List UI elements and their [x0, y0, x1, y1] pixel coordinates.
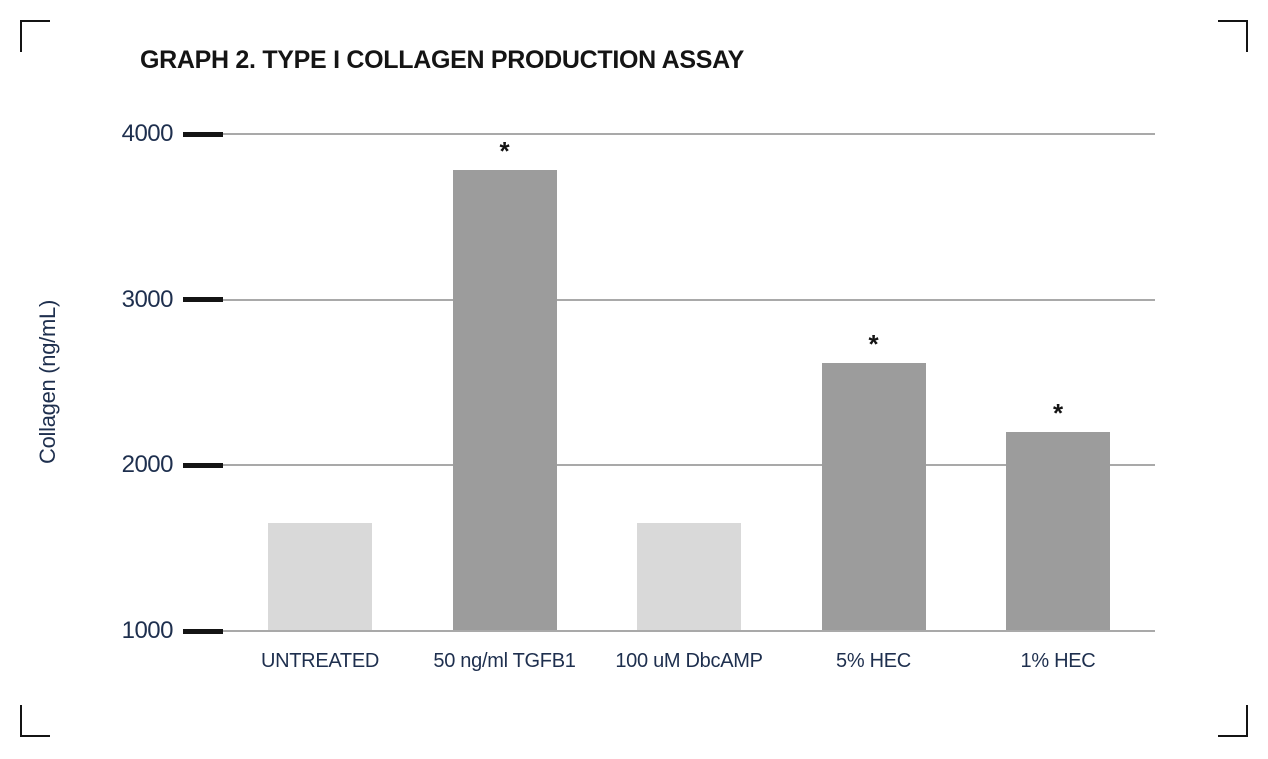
- significance-marker: *: [499, 136, 510, 167]
- y-tick-mark: [183, 628, 223, 634]
- x-axis-label: 100 uM DbcAMP: [615, 650, 763, 672]
- gridline: [222, 464, 1155, 467]
- x-axis-label: UNTREATED: [260, 650, 380, 672]
- bar: [268, 523, 372, 630]
- x-axis-label: 1% HEC: [1020, 650, 1096, 672]
- bar: [1006, 432, 1110, 630]
- y-tick-mark: [183, 462, 223, 468]
- gridline: [222, 133, 1155, 135]
- crop-corner-bottom-right: [1218, 705, 1248, 737]
- significance-marker: *: [868, 328, 879, 359]
- y-tick-mark: [183, 297, 223, 303]
- bar: [821, 362, 926, 630]
- crop-corner-top-left: [20, 20, 50, 52]
- crop-corner-bottom-left: [20, 705, 50, 737]
- gridline: [222, 630, 1155, 632]
- y-tick-label: 1000: [121, 617, 174, 644]
- chart-title: GRAPH 2. TYPE I COLLAGEN PRODUCTION ASSA…: [140, 45, 744, 74]
- x-axis-label: 5% HEC: [836, 650, 911, 672]
- y-tick-mark: [183, 131, 223, 137]
- significance-marker: *: [1052, 398, 1064, 429]
- y-tick-label: 4000: [121, 120, 174, 147]
- y-tick-label: 2000: [121, 451, 174, 479]
- bar: [637, 523, 741, 630]
- x-axis-label: 50 ng/ml TGFB1: [433, 650, 576, 672]
- y-tick-label: 3000: [121, 285, 174, 313]
- bar: [452, 170, 557, 630]
- crop-corner-top-right: [1218, 20, 1248, 52]
- gridline: [222, 298, 1155, 301]
